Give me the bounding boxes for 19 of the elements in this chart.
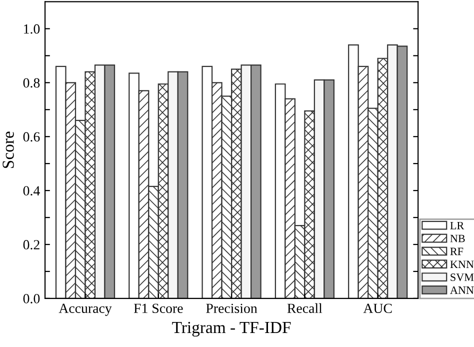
x-axis-title: Trigram - TF-IDF — [172, 322, 291, 337]
x-tick-label: Precision — [206, 304, 258, 314]
legend-label: ANN — [450, 286, 474, 294]
y-tick-label: 0.8 — [23, 78, 40, 88]
x-tick-label: Accuracy — [58, 304, 112, 316]
legend-label: KNN — [450, 260, 474, 268]
x-tick-label: Recall — [287, 303, 322, 314]
legend-label: NB — [450, 234, 465, 242]
x-tick-label: F1 Score — [134, 304, 183, 314]
y-axis-title: Score — [2, 132, 14, 168]
y-tick-label: 0.4 — [23, 186, 40, 196]
legend-label: LR — [450, 222, 464, 230]
y-tick-label: 0.0 — [23, 294, 40, 304]
y-tick-label: 0.2 — [23, 240, 40, 250]
legend-label: RF — [450, 248, 464, 256]
y-tick-label: 1.0 — [24, 24, 40, 34]
x-tick-label: AUC — [363, 304, 392, 314]
y-tick-label: 0.6 — [23, 132, 40, 142]
legend-label: SVM — [450, 274, 474, 282]
